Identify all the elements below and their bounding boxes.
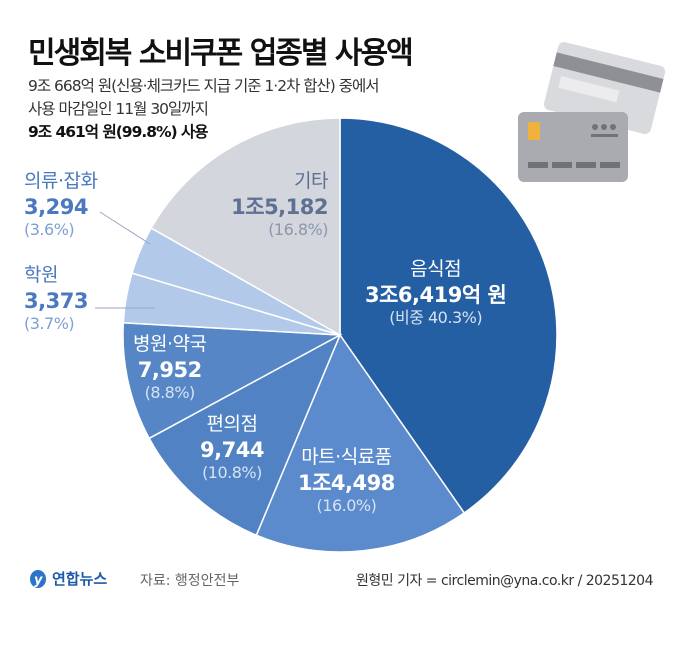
label-restaurant: 음식점 3조6,419억 원 (비중 40.3%)	[365, 258, 507, 327]
label-academy: 학원 3,373 (3.7%)	[24, 264, 88, 333]
yonhap-logo: y 연합뉴스	[28, 568, 107, 589]
label-convenience-store: 편의점 9,744 (10.8%)	[200, 413, 264, 482]
logo-text: 연합뉴스	[52, 570, 108, 588]
credit-card-illustration	[518, 42, 666, 182]
label-mart: 마트·식료품 1조4,498 (16.0%)	[298, 446, 395, 515]
label-other: 기타 1조5,182 (16.8%)	[231, 170, 328, 239]
subtitle-line3: 9조 461억 원(99.8%) 사용	[28, 123, 209, 141]
pie-slice-2	[148, 333, 342, 537]
subtitle-line1: 9조 668억 원(신용·체크카드 지급 기준 1·2차 합산) 중에서	[28, 77, 380, 95]
yonhap-logo-icon: y	[30, 569, 46, 588]
leader-line-clothing	[99, 211, 151, 245]
label-clothing: 의류·잡화 3,294 (3.6%)	[24, 170, 98, 239]
pie-slice-0	[339, 117, 558, 514]
source-text: 자료: 행정안전부	[140, 573, 240, 589]
pie-slice-6	[150, 117, 341, 337]
credit-text: 원형민 기자 = circlemin@yna.co.kr / 20251204	[355, 573, 654, 589]
pie-slice-1	[255, 333, 466, 553]
label-hospital: 병원·약국 7,952 (8.8%)	[133, 333, 207, 402]
chart-title: 민생회복 소비쿠폰 업종별 사용액	[28, 36, 414, 71]
svg-text:y: y	[34, 573, 43, 588]
pie-slice-3	[122, 321, 343, 440]
subtitle-line2: 사용 마감일인 11월 30일까지	[28, 100, 209, 118]
